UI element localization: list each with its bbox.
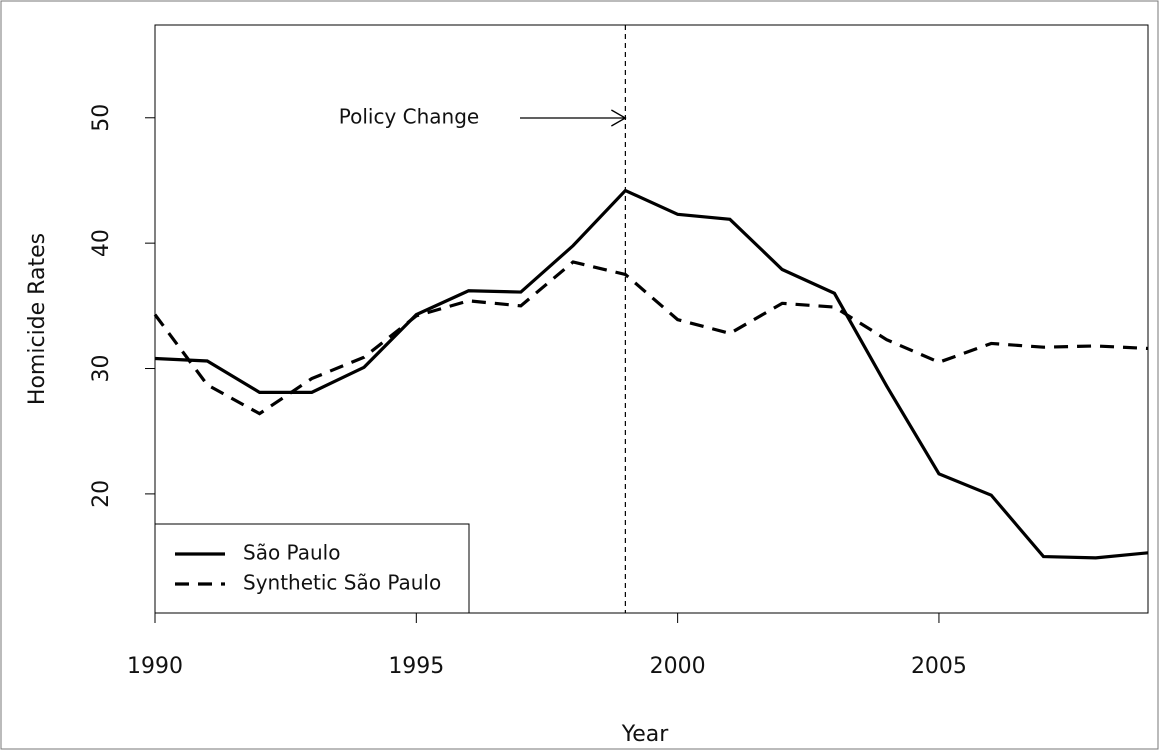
legend-box [154,523,470,614]
plot-area [154,24,1149,614]
series-line [154,188,1149,560]
x-tick-label: 1995 [388,654,444,679]
y-tick-label: 50 [89,104,114,132]
y-axis-label: Homicide Rates [25,233,50,405]
legend-label: São Paulo [243,541,340,565]
y-tick-label: 20 [89,480,114,508]
x-tick-label: 2000 [650,654,706,679]
series-line [153,260,1149,416]
y-tick-label: 40 [89,229,114,257]
annotation-arrow [520,109,627,127]
y-tick-label: 30 [89,355,114,383]
annotation: Policy Change [339,105,479,129]
legend-label: Synthetic São Paulo [243,571,441,595]
x-axis-label: Year [621,722,670,747]
x-tick-label: 2005 [911,654,967,679]
x-tick-label: 1990 [127,654,183,679]
